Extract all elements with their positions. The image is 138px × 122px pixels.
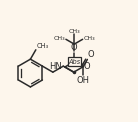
FancyBboxPatch shape (68, 57, 81, 66)
Text: CH₃: CH₃ (36, 43, 49, 49)
Text: CH₃: CH₃ (68, 29, 80, 34)
Text: CH₃: CH₃ (54, 36, 65, 41)
Text: OH: OH (77, 76, 90, 85)
Text: O: O (88, 50, 95, 59)
Text: CH₃: CH₃ (83, 36, 95, 41)
Text: O: O (71, 43, 78, 52)
Text: HN: HN (49, 62, 62, 71)
Text: O: O (83, 62, 90, 71)
Text: Abs: Abs (68, 59, 80, 65)
